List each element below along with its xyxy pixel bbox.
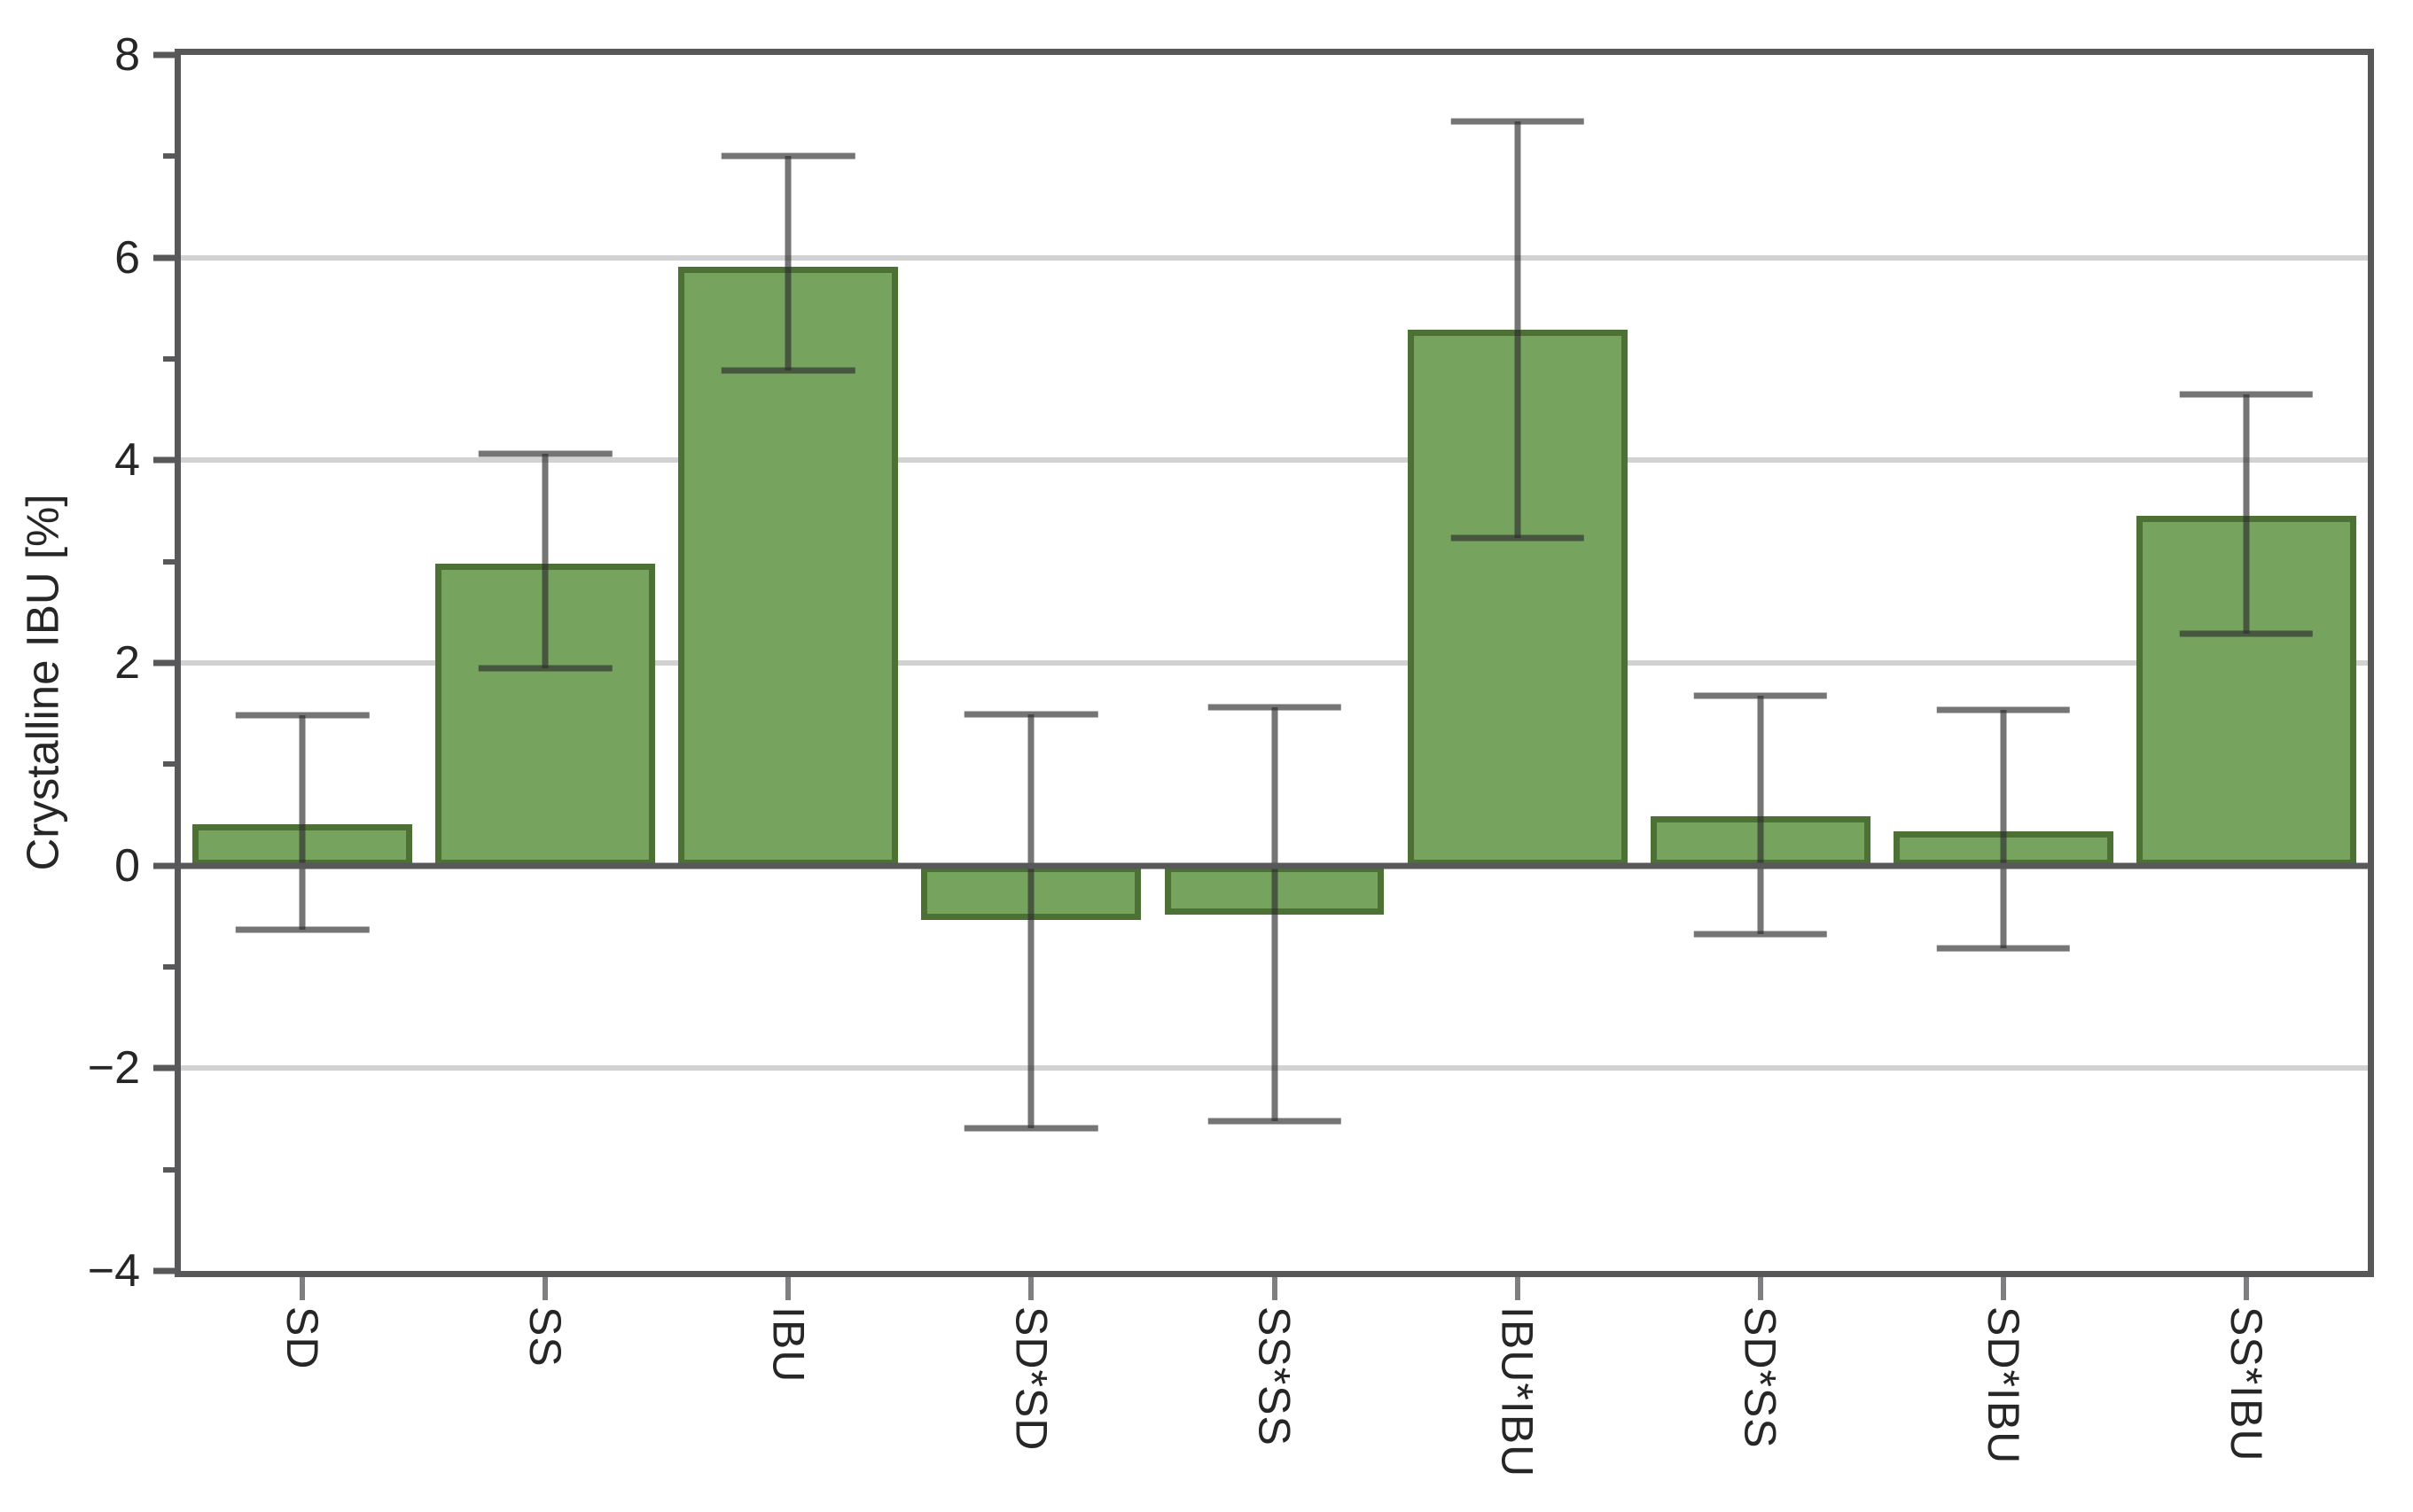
error-cap-top-SS*SS [1207, 704, 1341, 711]
error-cap-bottom-SD*IBU [1936, 945, 2071, 952]
y-major-tick-6 [153, 254, 175, 261]
y-tick-label--4: −4 [87, 1245, 140, 1297]
y-tick-label--2: −2 [87, 1042, 140, 1095]
x-tick-label-SS*IBU: SS*IBU [2221, 1306, 2271, 1462]
y-major-tick-0 [153, 862, 175, 869]
x-tick-SD*SD [1028, 1277, 1035, 1300]
x-tick-IBU*IBU [1514, 1277, 1520, 1300]
error-bar-SD [299, 715, 306, 930]
error-bar-SS*SS [1271, 707, 1277, 1121]
y-major-tick-2 [153, 659, 175, 666]
error-cap-bottom-SS*IBU [2179, 630, 2314, 637]
x-tick-label-SD*SD: SD*SD [1006, 1306, 1057, 1452]
error-bar-IBU [785, 156, 792, 370]
y-axis-title: Crystalline IBU [%] [17, 494, 68, 871]
y-minor-tick-7 [163, 153, 175, 160]
x-tick-label-SD*IBU: SD*IBU [1978, 1306, 2028, 1465]
y-minor-tick-1 [163, 761, 175, 768]
gridline-y-6 [181, 254, 2368, 261]
x-tick-label-SS: SS [520, 1306, 571, 1368]
error-bar-SS [542, 454, 549, 668]
y-minor-tick-3 [163, 558, 175, 565]
error-bar-SD*SD [1027, 714, 1035, 1128]
x-tick-SD [300, 1277, 306, 1300]
x-tick-SS*IBU [2243, 1277, 2249, 1300]
gridline-y-4 [181, 457, 2368, 464]
error-bar-SD*IBU [2000, 709, 2007, 949]
x-tick-label-SS*SS: SS*SS [1249, 1306, 1300, 1446]
y-tick-label-4: 4 [114, 434, 140, 487]
error-cap-bottom-SD*SD [964, 1125, 1098, 1132]
x-tick-SD*IBU [2000, 1277, 2006, 1300]
x-tick-SD*SS [1757, 1277, 1763, 1300]
error-cap-top-SD*SS [1693, 692, 1827, 699]
error-bar-SD*SS [1757, 695, 1764, 935]
y-minor-tick-5 [163, 356, 175, 362]
y-minor-tick--3 [163, 1166, 175, 1173]
error-cap-top-SD*IBU [1936, 706, 2071, 713]
x-tick-IBU [785, 1277, 792, 1300]
error-cap-bottom-SS [478, 665, 613, 672]
y-tick-label-0: 0 [114, 839, 140, 892]
error-cap-bottom-SD [235, 926, 370, 933]
y-major-tick-8 [153, 51, 175, 58]
error-cap-bottom-IBU [722, 367, 855, 374]
y-major-tick-4 [153, 456, 175, 464]
y-minor-tick--1 [163, 964, 175, 970]
error-bar-IBU*IBU [1514, 121, 1521, 539]
error-cap-bottom-SD*SS [1693, 931, 1827, 938]
x-tick-SS*SS [1271, 1277, 1277, 1300]
error-cap-top-SD*SD [964, 711, 1098, 718]
y-major-tick--4 [153, 1267, 175, 1274]
error-cap-bottom-IBU*IBU [1450, 534, 1584, 542]
gridline-y-2 [181, 660, 2368, 666]
x-tick-SS [543, 1277, 549, 1300]
error-cap-top-SS*IBU [2179, 391, 2314, 398]
error-cap-bottom-SS*SS [1207, 1118, 1341, 1125]
y-tick-label-8: 8 [114, 29, 140, 81]
error-cap-top-IBU [722, 152, 855, 160]
zero-baseline [181, 862, 2368, 869]
x-tick-label-SD: SD [277, 1306, 328, 1370]
y-tick-label-2: 2 [114, 637, 140, 689]
x-tick-label-IBU: IBU [763, 1306, 814, 1383]
error-cap-top-SD [235, 712, 370, 719]
y-major-tick--2 [153, 1064, 175, 1072]
x-tick-label-SD*SS: SD*SS [1735, 1306, 1785, 1449]
error-cap-top-IBU*IBU [1450, 118, 1584, 125]
y-tick-label-6: 6 [114, 231, 140, 284]
error-bar-SS*IBU [2243, 394, 2250, 634]
x-tick-label-IBU*IBU: IBU*IBU [1492, 1306, 1542, 1478]
error-cap-top-SS [478, 450, 613, 457]
plot-area: 8 6 4 2 0 −2 −4 SD SS IBU SD*SD SS*SS IBU*IBU SD*SS SD… [88, 32, 2374, 1477]
